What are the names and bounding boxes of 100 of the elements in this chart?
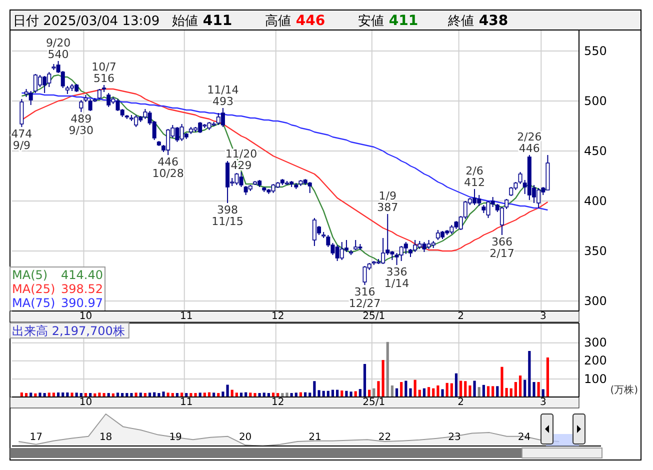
- annotation: 366 2/17: [490, 236, 514, 260]
- y-tick-label: 300: [584, 294, 607, 308]
- bar: [390, 385, 394, 397]
- bar: [468, 385, 472, 397]
- bar: [194, 393, 197, 397]
- x-tick-label: 11: [180, 397, 193, 408]
- bar: [258, 393, 261, 397]
- x-tick-label: 12: [271, 397, 284, 408]
- bar: [354, 391, 357, 397]
- bar: [404, 380, 408, 397]
- candlestick: [518, 172, 522, 184]
- x-tick-label: 25/1: [362, 311, 386, 322]
- x-tick-label: 12: [271, 311, 284, 322]
- annotation: 398 11/15: [212, 204, 244, 228]
- bar: [492, 386, 494, 397]
- bar: [496, 386, 499, 397]
- annotation: 9/20 540: [46, 36, 71, 61]
- x-tick-label: 22: [378, 432, 392, 444]
- annotation: 398.52: [61, 282, 103, 296]
- x-tick-label: 2: [458, 397, 464, 408]
- annotation: 414.40: [61, 268, 103, 282]
- text: MA(5): [12, 268, 48, 282]
- bar: [546, 357, 550, 397]
- annotation: 474 9/9: [11, 128, 32, 152]
- bar: [454, 373, 458, 397]
- text: MA(25): [12, 282, 56, 296]
- annotation: 489 9/30: [68, 112, 94, 137]
- bar: [358, 389, 362, 397]
- y-tick-label: 100: [584, 372, 607, 386]
- bar: [542, 389, 544, 397]
- chart-title: 出来高 2,197,700株: [12, 324, 125, 338]
- x-tick-label: 23: [448, 432, 461, 444]
- x-tick-label: 11: [180, 311, 193, 322]
- x-tick-label: 10: [79, 397, 92, 408]
- bar: [254, 393, 256, 397]
- bar: [414, 380, 416, 397]
- bar: [130, 393, 133, 397]
- candlestick: [226, 160, 230, 204]
- candlestick: [404, 242, 408, 254]
- bar: [318, 390, 320, 397]
- y-tick-label: 500: [584, 94, 607, 108]
- x-tick-label: 2: [458, 311, 464, 322]
- bar: [528, 350, 531, 397]
- x-tick-label: 3: [540, 311, 546, 322]
- candlestick: [20, 98, 24, 128]
- bar: [286, 392, 288, 397]
- candlestick: [504, 198, 509, 210]
- chart-title: 日付 2025/03/04 13:09 始値 411 高値 446 安値 411 終値 438: [13, 13, 508, 29]
- candlestick: [28, 90, 33, 106]
- bar: [436, 385, 440, 397]
- annotation: 10/7 516: [92, 60, 116, 85]
- bar: [162, 392, 165, 397]
- y-tick-label: 200: [584, 354, 607, 368]
- candlestick: [500, 206, 504, 236]
- annotation: 1/9 387: [377, 190, 398, 214]
- bar: [446, 382, 448, 397]
- x-tick-label: 25/1: [362, 397, 386, 408]
- y-tick-label: 450: [584, 144, 607, 158]
- y-axis-title: (万株): [610, 384, 638, 396]
- x-tick-label: 24: [518, 432, 531, 444]
- y-tick-label: 400: [584, 194, 607, 208]
- candlestick: [354, 240, 358, 250]
- bar: [460, 380, 462, 397]
- bar: [427, 387, 430, 397]
- bar: [400, 382, 403, 397]
- annotation: 390.97: [61, 296, 103, 310]
- annotation: 316 12/27: [348, 286, 381, 310]
- bar: [537, 382, 540, 397]
- bar: [524, 380, 526, 397]
- bar: [409, 388, 412, 397]
- bar: [363, 364, 366, 397]
- bar: [441, 389, 444, 397]
- bar: [70, 392, 74, 397]
- bar: [38, 392, 42, 397]
- y-tick-label: 350: [584, 244, 607, 258]
- annotation: 11/14 493: [207, 84, 239, 108]
- annotation: 336 1/14: [384, 266, 410, 290]
- bar: [386, 342, 389, 397]
- bar: [134, 392, 138, 397]
- bar: [464, 381, 467, 397]
- bar: [450, 383, 453, 397]
- bar: [514, 382, 517, 397]
- bar: [532, 382, 536, 397]
- text: MA(75): [12, 296, 56, 310]
- x-tick-label: 10: [79, 311, 92, 322]
- annotation: 2/6 412: [464, 164, 486, 189]
- bar: [486, 386, 490, 397]
- x-tick-label: 3: [540, 397, 546, 408]
- bar: [313, 381, 316, 397]
- x-tick-label: 17: [30, 432, 42, 444]
- x-tick-label: 18: [99, 432, 112, 444]
- candlestick: [79, 100, 84, 112]
- annotation: 446 10/28: [152, 156, 184, 180]
- y-tick-label: 300: [584, 336, 607, 350]
- candlestick: [220, 108, 225, 128]
- bar: [482, 384, 485, 397]
- candlestick: [308, 182, 312, 194]
- annotation: 2/26 446: [517, 130, 542, 155]
- x-tick-label: 21: [308, 432, 322, 444]
- x-tick-label: 19: [169, 432, 182, 444]
